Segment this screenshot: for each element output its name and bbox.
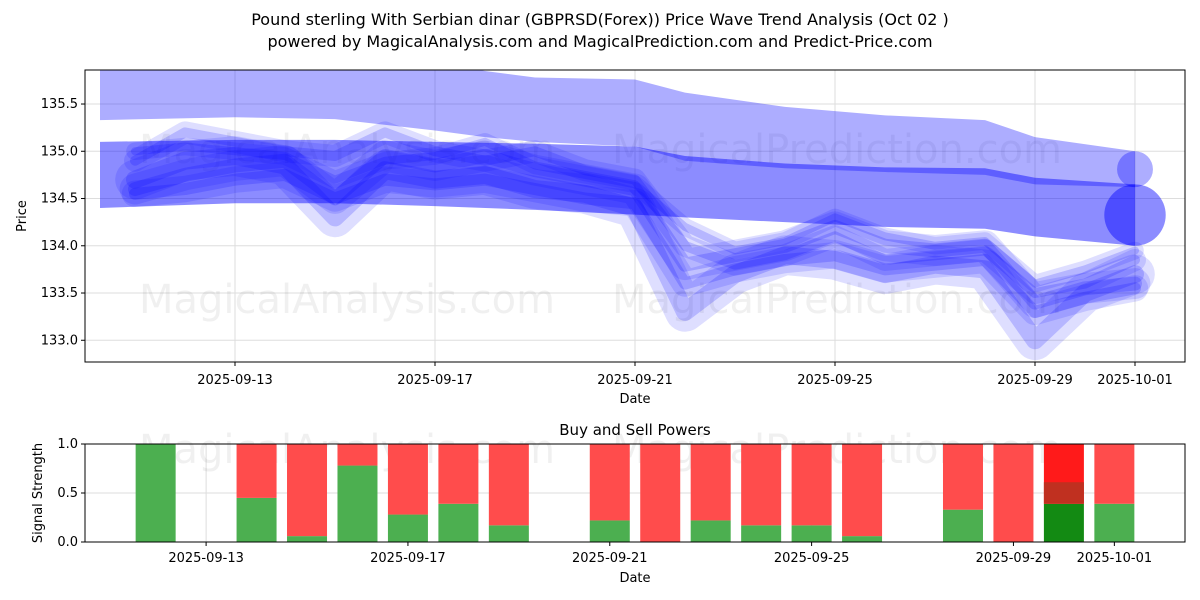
price-wave-glow	[119, 140, 1151, 318]
sell-bar	[690, 444, 731, 521]
overlap-bar	[1043, 482, 1084, 504]
buy-bar	[287, 536, 328, 542]
chart-subtitle: powered by MagicalAnalysis.com and Magic…	[267, 32, 933, 51]
price-wave	[129, 168, 1141, 318]
sell-bar	[488, 444, 529, 526]
y-tick-label: 0.0	[57, 535, 78, 550]
price-wave-glow	[115, 136, 1155, 361]
buy-bar	[1094, 503, 1135, 542]
sell-bar	[1094, 444, 1135, 504]
y-tick-label: 134.5	[41, 192, 78, 207]
buy-bar	[236, 497, 277, 542]
watermark: MagicalPrediction.com	[612, 427, 1062, 473]
sell-bar	[842, 444, 883, 537]
x-tick-label: 2025-09-17	[397, 373, 473, 388]
buy-bar	[942, 509, 983, 542]
x-axis-label: Date	[619, 571, 650, 586]
price-band	[100, 139, 1135, 246]
buy-bar	[1043, 503, 1084, 542]
buy-bar	[741, 525, 782, 542]
watermark: MagicalPrediction.com	[612, 277, 1062, 323]
sell-bar	[438, 444, 479, 504]
sell-bar	[791, 444, 832, 526]
sell-bar	[337, 444, 378, 466]
y-tick-label: 1.0	[57, 437, 78, 452]
x-tick-label: 2025-09-13	[168, 551, 244, 566]
x-tick-label: 2025-09-29	[976, 551, 1052, 566]
band-end-cap	[1117, 151, 1153, 188]
price-wave	[128, 148, 1142, 310]
watermark: MagicalAnalysis.com	[139, 127, 555, 173]
sell-bar	[287, 444, 328, 537]
price-wave	[126, 146, 1144, 350]
buy-bar	[589, 520, 630, 542]
x-tick-label: 2025-09-25	[797, 373, 873, 388]
chart-title: Pound sterling With Serbian dinar (GBPRS…	[251, 10, 949, 29]
x-tick-label: 2025-09-29	[997, 373, 1073, 388]
sell-bar	[993, 444, 1034, 542]
y-tick-label: 133.0	[41, 333, 78, 348]
x-tick-label: 2025-09-17	[370, 551, 446, 566]
x-tick-label: 2025-10-01	[1097, 373, 1173, 388]
price-wave	[131, 137, 1139, 288]
signal-chart-title: Buy and Sell Powers	[559, 421, 711, 439]
sell-bar	[236, 444, 277, 498]
price-wave-glow	[124, 121, 1146, 305]
buy-bar	[842, 536, 883, 542]
y-tick-label: 135.5	[41, 97, 78, 112]
sell-bar	[942, 444, 983, 510]
y-axis-label: Price	[15, 200, 30, 232]
x-tick-label: 2025-10-01	[1077, 551, 1153, 566]
x-tick-label: 2025-09-21	[597, 373, 673, 388]
price-band	[100, 70, 1135, 188]
watermark: MagicalPrediction.com	[612, 127, 1062, 173]
sell-bar	[387, 444, 428, 515]
y-tick-label: 0.5	[57, 486, 78, 501]
y-tick-label: 134.0	[41, 239, 78, 254]
y-axis-label: Signal Strength	[31, 443, 46, 543]
buy-bar	[438, 503, 479, 542]
buy-bar	[135, 444, 176, 542]
x-tick-label: 2025-09-21	[572, 551, 648, 566]
buy-bar	[791, 525, 832, 542]
sell-bar	[640, 444, 681, 542]
band-end-cap	[1104, 184, 1166, 246]
sell-bar	[589, 444, 630, 521]
buy-bar	[488, 525, 529, 542]
price-wave	[130, 127, 1140, 299]
x-axis-label: Date	[619, 392, 650, 407]
y-tick-label: 135.0	[41, 144, 78, 159]
x-tick-label: 2025-09-25	[774, 551, 850, 566]
buy-bar	[690, 520, 731, 542]
price-wave-glow	[126, 133, 1144, 293]
x-tick-label: 2025-09-13	[197, 373, 273, 388]
buy-bar	[337, 465, 378, 542]
y-tick-label: 133.5	[41, 286, 78, 301]
price-wave-glow	[121, 161, 1149, 326]
price-plot-area: MagicalAnalysis.com MagicalPrediction.com…	[85, 70, 1185, 362]
buy-bar	[387, 514, 428, 542]
sell-bar	[741, 444, 782, 526]
watermark: MagicalAnalysis.com	[139, 277, 555, 323]
